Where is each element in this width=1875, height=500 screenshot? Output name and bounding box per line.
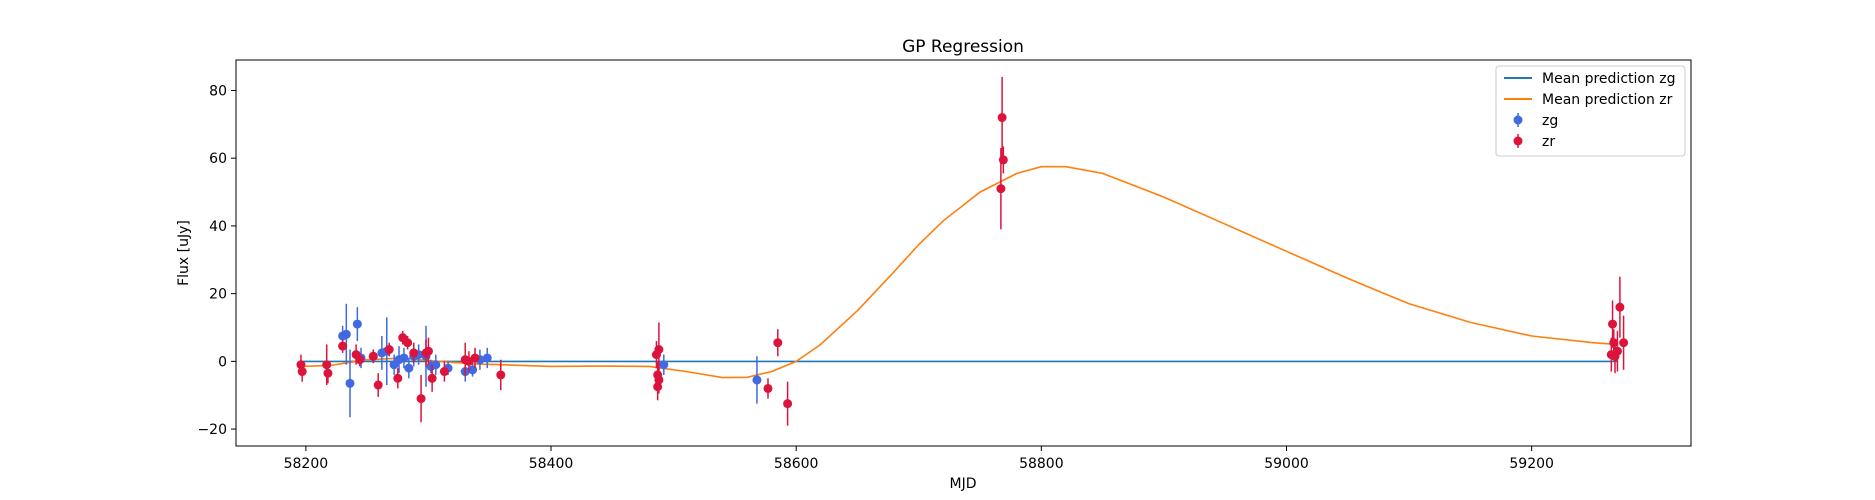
- x-tick-label: 58600: [774, 456, 819, 472]
- legend-box: [1495, 65, 1686, 157]
- legend-marker-swatch: [1513, 136, 1523, 146]
- x-tick-label: 58200: [284, 456, 329, 472]
- data-point-zr: [403, 338, 413, 348]
- data-point-zr: [783, 399, 793, 409]
- legend-marker-swatch: [1513, 115, 1523, 125]
- data-point-zr: [1609, 338, 1619, 348]
- data-point-zr: [373, 380, 383, 390]
- y-tick-label: 40: [209, 219, 227, 235]
- legend-entry: Mean prediction zg: [1504, 71, 1676, 87]
- plot-area: [296, 76, 1629, 426]
- data-point-zr: [338, 341, 348, 351]
- y-tick-label: 80: [209, 83, 227, 99]
- data-point-zr: [416, 394, 426, 404]
- data-point-zr: [439, 367, 449, 377]
- data-point-zr: [1612, 346, 1622, 356]
- data-point-zg: [659, 360, 669, 370]
- data-point-zr: [496, 370, 506, 380]
- chart-title: GP Regression: [902, 37, 1024, 57]
- data-point-zr: [323, 368, 333, 378]
- x-axis-label: MJD: [950, 476, 977, 492]
- legend-label: zr: [1542, 134, 1555, 150]
- y-tick-label: 0: [218, 354, 227, 370]
- legend-label: Mean prediction zg: [1542, 71, 1676, 87]
- data-point-zr: [427, 373, 437, 383]
- data-point-zg: [404, 363, 414, 373]
- x-tick-label: 58400: [529, 456, 574, 472]
- x-tick-label: 59000: [1264, 456, 1309, 472]
- data-point-zg: [345, 378, 355, 388]
- data-point-zr: [1608, 319, 1618, 329]
- data-point-zr: [654, 375, 664, 385]
- legend-entry: zr: [1513, 134, 1555, 150]
- x-tick-label: 59200: [1509, 456, 1554, 472]
- data-point-zg: [431, 360, 441, 370]
- data-point-zr: [998, 155, 1008, 165]
- y-tick-label: −20: [197, 422, 227, 438]
- data-point-zr: [1619, 338, 1629, 348]
- data-point-zr: [997, 113, 1007, 123]
- data-point-zr: [470, 353, 480, 363]
- y-axis-label: Flux [uJy]: [176, 220, 192, 286]
- legend-entry: Mean prediction zr: [1504, 92, 1673, 108]
- legend-label: Mean prediction zr: [1542, 92, 1673, 108]
- legend-entry: zg: [1513, 113, 1558, 129]
- y-axis: −20 0 20 40 60 80: [197, 83, 236, 438]
- data-point-zr: [996, 184, 1006, 194]
- x-tick-label: 58800: [1019, 456, 1064, 472]
- data-point-zg: [752, 375, 762, 385]
- data-point-zr: [368, 351, 378, 361]
- data-point-zr: [1615, 302, 1625, 312]
- data-point-zr: [654, 345, 664, 354]
- data-point-zr: [297, 367, 307, 377]
- data-point-zr: [393, 373, 403, 383]
- legend-label: zg: [1542, 113, 1558, 129]
- data-point-zr: [773, 338, 783, 348]
- data-point-zr: [322, 360, 332, 370]
- data-point-zg: [352, 319, 362, 329]
- data-point-zr: [409, 348, 419, 358]
- data-point-zr: [423, 346, 433, 356]
- data-point-zr: [296, 360, 306, 370]
- legend: Mean prediction zg Mean prediction zr zg zr: [1495, 65, 1686, 157]
- y-tick-label: 60: [209, 151, 227, 167]
- data-point-zg: [482, 353, 492, 363]
- data-point-zg: [399, 353, 409, 363]
- plot-frame: [235, 59, 1692, 447]
- x-axis: 58200 58400 58600 58800 59000 59200: [284, 446, 1554, 472]
- data-point-zr: [355, 355, 365, 365]
- data-point-zr: [763, 383, 773, 393]
- y-tick-label: 20: [209, 287, 227, 303]
- series-line-zr: [300, 165, 1618, 379]
- data-point-zr: [384, 345, 394, 354]
- data-point-zg: [341, 329, 351, 339]
